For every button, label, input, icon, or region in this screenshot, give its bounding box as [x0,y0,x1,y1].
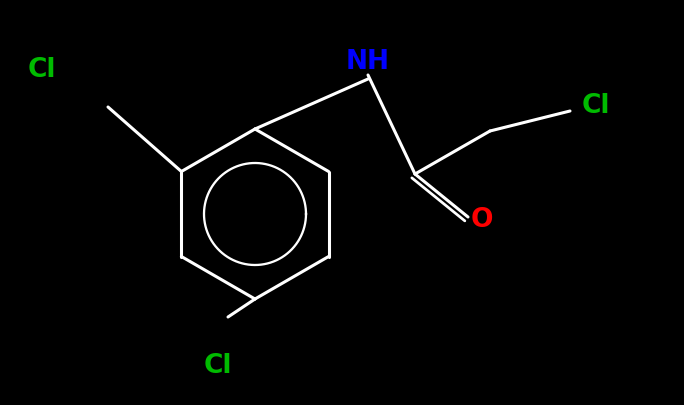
Text: O: O [471,207,493,232]
Text: Cl: Cl [582,93,610,119]
Text: NH: NH [346,49,390,75]
Text: Cl: Cl [204,352,233,378]
Text: Cl: Cl [28,57,56,83]
